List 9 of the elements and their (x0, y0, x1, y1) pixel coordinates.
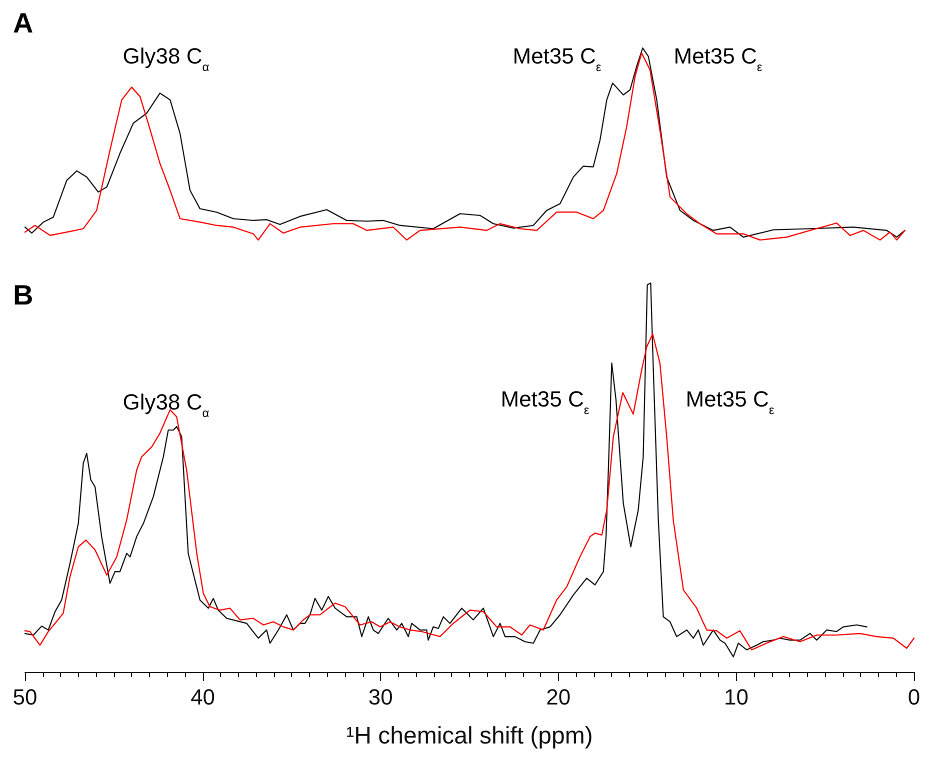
x-tick-label: 50 (12, 684, 38, 710)
x-axis-title: ¹H chemical shift (ppm) (346, 722, 593, 750)
x-tick-label: 30 (368, 684, 393, 710)
x-tick-label: 20 (546, 684, 571, 710)
x-tick-label: 10 (724, 684, 748, 710)
chart-title: B (13, 280, 34, 310)
chart-title: A (13, 8, 34, 38)
x-tick-label: 40 (190, 684, 216, 710)
x-tick-label: 0 (908, 684, 920, 710)
